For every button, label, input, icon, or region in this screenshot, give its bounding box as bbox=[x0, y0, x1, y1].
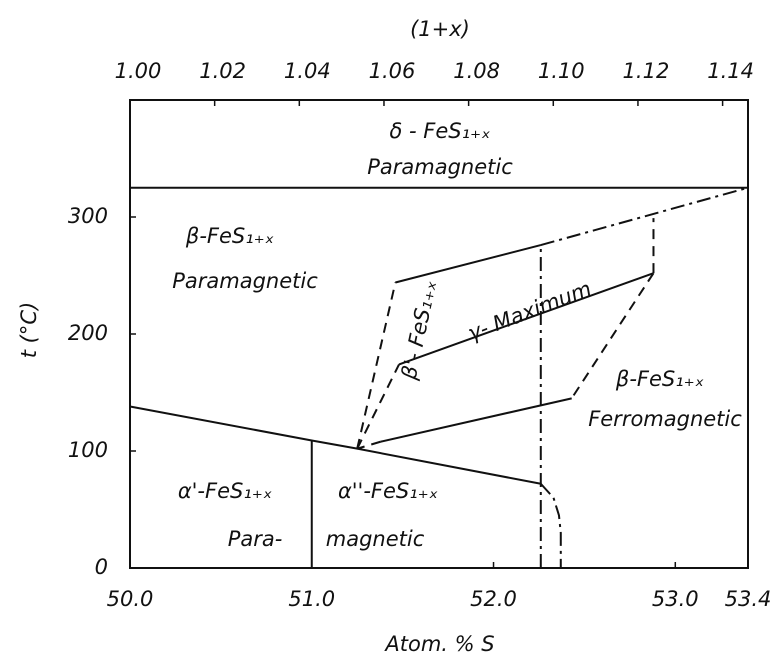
annotation: Ferromagnetic bbox=[588, 407, 742, 431]
x-tick-label: 50.0 bbox=[107, 587, 154, 611]
annotation: Paramagnetic bbox=[172, 269, 318, 293]
annotation: β'- FeS₁₊ₓ bbox=[397, 278, 442, 382]
x2-tick-label: 1.02 bbox=[199, 59, 246, 83]
y-tick-label: 0 bbox=[95, 555, 108, 579]
annotation: magnetic bbox=[326, 527, 425, 551]
x-tick-label: 51.0 bbox=[288, 587, 335, 611]
x-axis-label: Atom. % S bbox=[383, 632, 494, 656]
x2-tick-label: 1.12 bbox=[623, 59, 670, 83]
x2-tick-label: 1.00 bbox=[115, 59, 162, 83]
annotation: β-FeS₁₊ₓ bbox=[185, 224, 274, 248]
phase-boundary bbox=[356, 363, 400, 450]
annotation: α'-FeS₁₊ₓ bbox=[178, 479, 272, 503]
x-tick-label: 53.0 bbox=[652, 587, 699, 611]
phase-boundary bbox=[395, 244, 542, 284]
y-tick-label: 200 bbox=[68, 321, 108, 345]
x2-tick-label: 1.08 bbox=[453, 59, 500, 83]
annotation: δ - FeS₁₊ₓ bbox=[390, 119, 491, 143]
annotation: β-FeS₁₊ₓ bbox=[615, 367, 704, 391]
y-tick-label: 300 bbox=[68, 204, 108, 228]
phase-boundary bbox=[570, 272, 655, 399]
annotation: γ- Maximum bbox=[465, 277, 595, 346]
annotation: Para- bbox=[228, 527, 283, 551]
phase-boundary bbox=[356, 440, 382, 450]
phase-boundary bbox=[356, 282, 397, 449]
annotation: Paramagnetic bbox=[367, 155, 513, 179]
x-tick-label: 53.4 bbox=[725, 587, 772, 611]
x-tick-label: 52.0 bbox=[470, 587, 517, 611]
phase-boundary bbox=[398, 272, 654, 366]
x2-axis-label: (1+x) bbox=[410, 17, 470, 41]
annotation: α''-FeS₁₊ₓ bbox=[338, 479, 438, 503]
y-tick-label: 100 bbox=[68, 438, 108, 462]
x2-tick-label: 1.10 bbox=[538, 59, 585, 83]
phase-boundary bbox=[380, 397, 572, 443]
phase-boundary bbox=[540, 186, 749, 247]
x2-tick-label: 1.06 bbox=[369, 59, 416, 83]
y-axis-label: t (°C) bbox=[17, 302, 41, 358]
x2-tick-label: 1.14 bbox=[707, 59, 754, 83]
phase-boundary bbox=[129, 405, 541, 485]
x2-tick-label: 1.04 bbox=[284, 59, 331, 83]
phase-boundary bbox=[540, 483, 562, 568]
